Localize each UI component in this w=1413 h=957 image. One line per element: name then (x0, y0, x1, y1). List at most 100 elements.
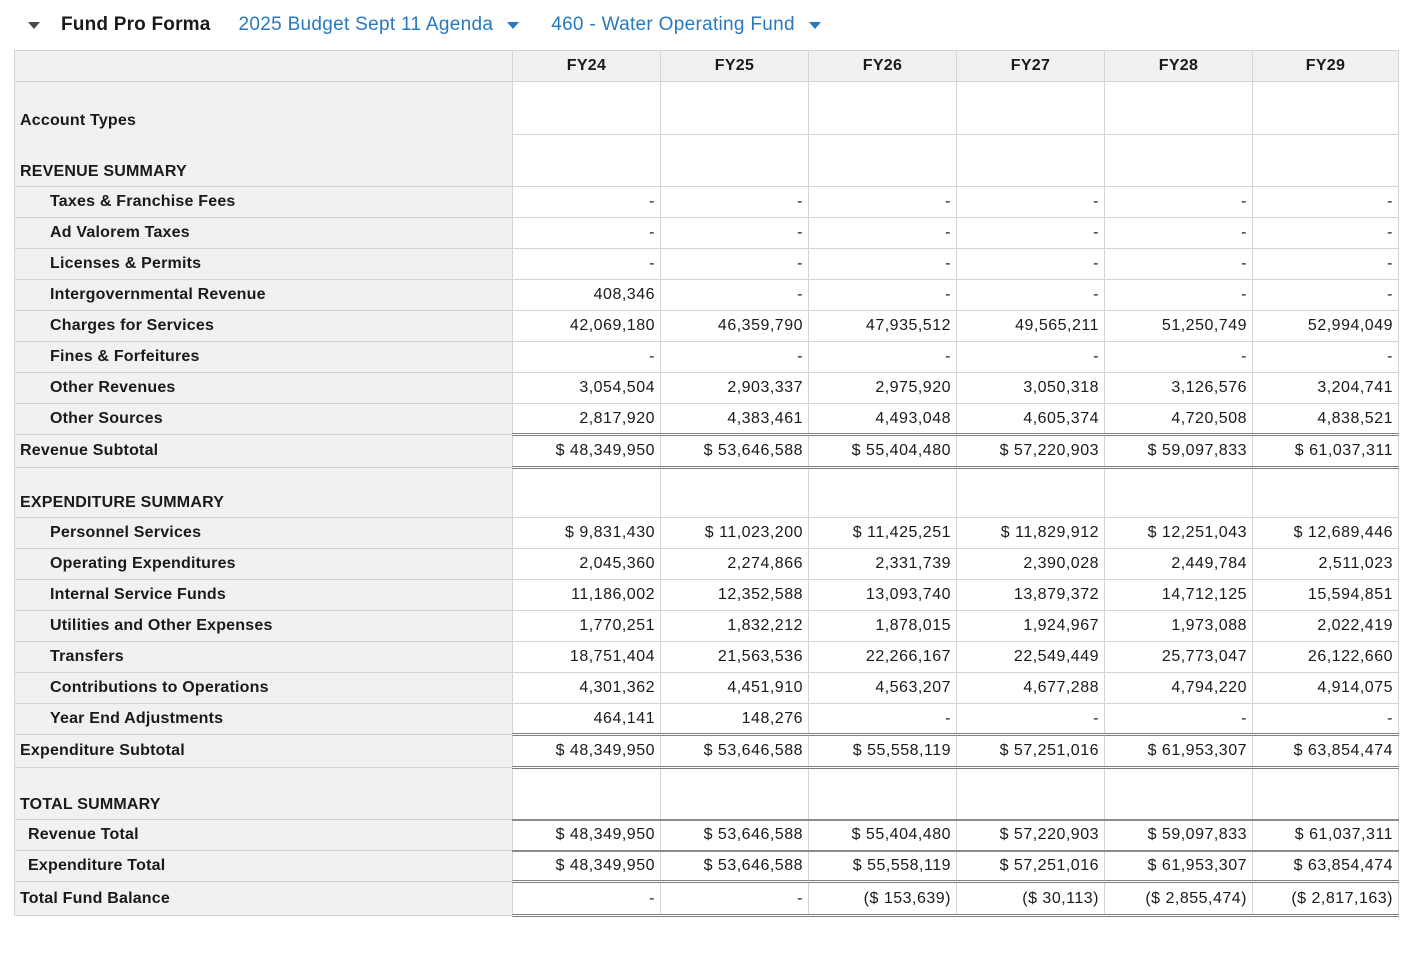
cell-value: - (512, 248, 661, 280)
cell-value: - (1252, 279, 1399, 311)
subtotal-row: Revenue Subtotal $ 48,349,950 $ 53,646,5… (14, 433, 1399, 469)
cell-value: - (956, 248, 1105, 280)
cell-value: 1,832,212 (660, 610, 809, 642)
cell-value: - (512, 880, 661, 917)
cell-value: - (808, 703, 957, 735)
cell-value: $ 9,831,430 (512, 517, 661, 549)
cell-value: - (660, 279, 809, 311)
cell-value: $ 57,220,903 (956, 818, 1105, 852)
cell-value (1252, 467, 1399, 518)
cell-value: 4,720,508 (1104, 403, 1253, 435)
cell-value (808, 767, 957, 820)
cell-value (956, 767, 1105, 820)
cell-value: 22,266,167 (808, 641, 957, 673)
table-row: REVENUE SUMMARY (14, 134, 1399, 187)
cell-value: 25,773,047 (1104, 641, 1253, 673)
cell-value: 3,126,576 (1104, 372, 1253, 404)
cell-value: - (808, 341, 957, 373)
cell-value (1252, 134, 1399, 187)
cell-value: 15,594,851 (1252, 579, 1399, 611)
cell-value (1104, 81, 1253, 135)
cell-value: 26,122,660 (1252, 641, 1399, 673)
cell-value: 2,817,920 (512, 403, 661, 435)
cell-value: - (1252, 341, 1399, 373)
table-row: Other Sources 2,817,920 4,383,461 4,493,… (14, 403, 1399, 435)
cell-value: 1,973,088 (1104, 610, 1253, 642)
budget-dropdown[interactable]: 2025 Budget Sept 11 Agenda (239, 14, 520, 36)
cell-value: 3,204,741 (1252, 372, 1399, 404)
row-label: REVENUE SUMMARY (14, 134, 513, 187)
cell-value: $ 57,251,016 (956, 849, 1105, 883)
row-label: Revenue Subtotal (14, 434, 513, 468)
cell-value: $ 48,349,950 (512, 849, 661, 883)
cell-value: $ 55,558,119 (808, 849, 957, 883)
row-label: Year End Adjustments (14, 703, 513, 735)
cell-value: ($ 2,855,474) (1104, 880, 1253, 917)
row-label: Internal Service Funds (14, 579, 513, 611)
row-label: Intergovernmental Revenue (14, 279, 513, 311)
cell-value: 2,331,739 (808, 548, 957, 580)
collapse-arrow-icon[interactable] (28, 21, 40, 29)
table-row: Account Types (14, 81, 1399, 135)
cell-value: - (956, 341, 1105, 373)
fund-dropdown-label: 460 - Water Operating Fund (551, 14, 795, 35)
cell-value: $ 12,689,446 (1252, 517, 1399, 549)
total-row: Expenditure Total $ 48,349,950 $ 53,646,… (14, 849, 1399, 883)
cell-value: $ 48,349,950 (512, 433, 661, 469)
budget-dropdown-label: 2025 Budget Sept 11 Agenda (238, 14, 494, 35)
cell-value: $ 11,829,912 (956, 517, 1105, 549)
cell-value: ($ 2,817,163) (1252, 880, 1399, 917)
cell-value: $ 59,097,833 (1104, 433, 1253, 469)
row-label: Fines & Forfeitures (14, 341, 513, 373)
cell-value: - (1104, 217, 1253, 249)
cell-value: $ 48,349,950 (512, 818, 661, 852)
cell-value: - (1252, 217, 1399, 249)
cell-value: $ 57,251,016 (956, 733, 1105, 769)
cell-value: 21,563,536 (660, 641, 809, 673)
cell-value: 2,903,337 (660, 372, 809, 404)
cell-value: 3,054,504 (512, 372, 661, 404)
cell-value: 51,250,749 (1104, 310, 1253, 342)
cell-value (512, 467, 661, 518)
cell-value: 42,069,180 (512, 310, 661, 342)
fund-dropdown[interactable]: 460 - Water Operating Fund (551, 14, 821, 36)
row-label: Transfers (14, 641, 513, 673)
row-label: Other Sources (14, 403, 513, 435)
cell-value: 46,359,790 (660, 310, 809, 342)
cell-value: $ 61,953,307 (1104, 849, 1253, 883)
cell-value: $ 48,349,950 (512, 733, 661, 769)
column-header: FY24 (512, 50, 661, 82)
row-label: Expenditure Total (14, 850, 513, 882)
cell-value: 464,141 (512, 703, 661, 735)
row-label: Utilities and Other Expenses (14, 610, 513, 642)
cell-value: - (808, 217, 957, 249)
cell-value (956, 467, 1105, 518)
row-label: Operating Expenditures (14, 548, 513, 580)
cell-value: 1,770,251 (512, 610, 661, 642)
cell-value: 4,493,048 (808, 403, 957, 435)
row-label: Licenses & Permits (14, 248, 513, 280)
row-label: Account Types (14, 81, 513, 135)
column-header: FY27 (956, 50, 1105, 82)
cell-value: $ 61,037,311 (1252, 818, 1399, 852)
cell-value: 408,346 (512, 279, 661, 311)
fund-proforma-table: FY24 FY25 FY26 FY27 FY28 FY29 Account Ty… (14, 50, 1399, 917)
cell-value: 4,838,521 (1252, 403, 1399, 435)
cell-value: 2,390,028 (956, 548, 1105, 580)
table-row: Operating Expenditures 2,045,360 2,274,8… (14, 548, 1399, 580)
cell-value: 14,712,125 (1104, 579, 1253, 611)
cell-value: - (1104, 703, 1253, 735)
cell-value: 12,352,588 (660, 579, 809, 611)
cell-value: - (512, 186, 661, 218)
cell-value: $ 63,854,474 (1252, 733, 1399, 769)
cell-value: $ 59,097,833 (1104, 818, 1253, 852)
row-label: TOTAL SUMMARY (14, 767, 513, 820)
cell-value: - (808, 248, 957, 280)
cell-value: $ 55,558,119 (808, 733, 957, 769)
table-row: Personnel Services $ 9,831,430 $ 11,023,… (14, 517, 1399, 549)
table-row: Internal Service Funds 11,186,002 12,352… (14, 579, 1399, 611)
row-label: Ad Valorem Taxes (14, 217, 513, 249)
page-title: Fund Pro Forma (61, 14, 211, 35)
chevron-down-icon (808, 21, 821, 29)
row-label: EXPENDITURE SUMMARY (14, 467, 513, 518)
